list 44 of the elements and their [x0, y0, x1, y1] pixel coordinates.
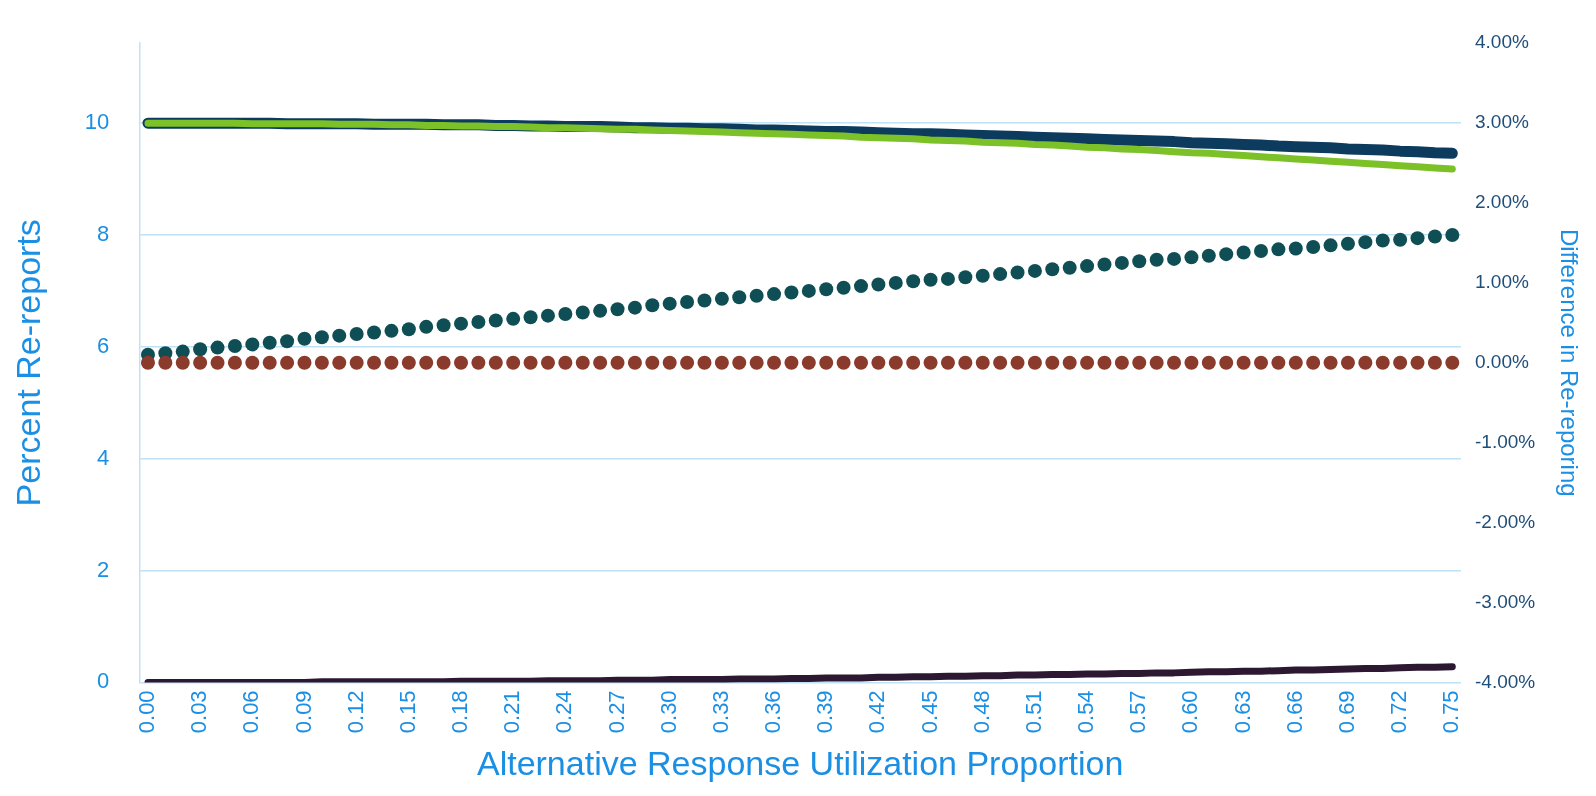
- x-tick-label: 0.27: [603, 690, 629, 734]
- x-tick-label: 0.06: [238, 690, 264, 734]
- y-tick-label: 10: [84, 109, 110, 135]
- x-tick-label: 0.42: [864, 690, 890, 734]
- x-tick-label: 0.00: [134, 690, 160, 734]
- x-tick-label: 0.45: [916, 690, 942, 734]
- x-tick-label: 0.75: [1438, 690, 1464, 734]
- y-axis-title: Percent Re-reports: [8, 219, 47, 507]
- x-tick-label: 0.03: [186, 690, 212, 734]
- x-tick-label: 0.51: [1020, 690, 1046, 734]
- x-tick-label: 0.48: [968, 690, 994, 734]
- y-tick-label: 8: [97, 221, 110, 247]
- x-axis-title: Alternative Response Utilization Proportion: [476, 743, 1124, 782]
- y-tick-label: 6: [97, 332, 110, 358]
- x-tick-label: 0.12: [342, 690, 368, 734]
- y2-tick-label: 1.00%: [1475, 271, 1529, 293]
- y2-tick-label: -3.00%: [1475, 590, 1536, 612]
- y-tick-label: 4: [97, 444, 110, 470]
- x-tick-label: 0.09: [290, 690, 316, 734]
- x-tick-label: 0.36: [760, 690, 786, 734]
- y2-tick-label: 0.00%: [1475, 351, 1529, 373]
- y2-tick-label: -1.00%: [1475, 430, 1536, 452]
- y2-tick-label: -2.00%: [1475, 510, 1536, 532]
- x-tick-label: 0.66: [1281, 690, 1307, 734]
- y2-tick-label: 3.00%: [1475, 111, 1529, 133]
- y-tick-label: 0: [97, 668, 110, 694]
- x-tick-label: 0.63: [1229, 690, 1255, 734]
- x-tick-label: 0.30: [655, 690, 681, 734]
- x-tick-label: 0.24: [551, 690, 577, 734]
- y2-tick-label: -4.00%: [1475, 670, 1536, 692]
- x-tick-label: 0.18: [447, 690, 473, 734]
- x-tick-label: 0.15: [394, 690, 420, 734]
- y2-tick-label: 4.00%: [1475, 31, 1529, 53]
- x-tick-label: 0.39: [812, 690, 838, 734]
- x-tick-label: 0.33: [707, 690, 733, 734]
- x-tick-label: 0.21: [499, 690, 525, 734]
- x-tick-label: 0.54: [1073, 690, 1099, 734]
- x-tick-label: 0.60: [1177, 690, 1203, 734]
- x-tick-label: 0.69: [1334, 690, 1360, 734]
- y-tick-label: 2: [97, 556, 110, 582]
- y2-axis-title: Difference in Re-reporing: [1555, 228, 1583, 497]
- x-tick-label: 0.57: [1125, 690, 1151, 734]
- y2-tick-label: 2.00%: [1475, 191, 1529, 213]
- x-tick-label: 0.72: [1386, 690, 1412, 734]
